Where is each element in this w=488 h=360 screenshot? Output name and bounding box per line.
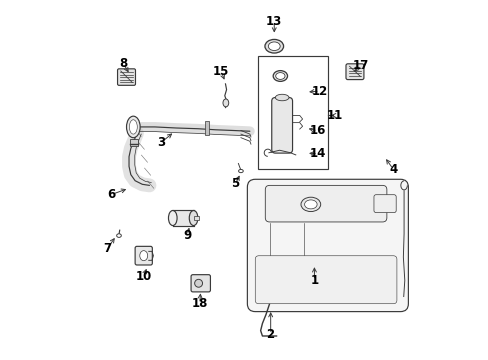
- Bar: [130, 139, 138, 146]
- Text: 6: 6: [107, 188, 116, 201]
- Ellipse shape: [194, 279, 202, 287]
- Text: 18: 18: [191, 297, 207, 310]
- Ellipse shape: [301, 197, 320, 212]
- FancyBboxPatch shape: [271, 98, 292, 153]
- Ellipse shape: [189, 211, 198, 226]
- Ellipse shape: [275, 94, 288, 101]
- FancyBboxPatch shape: [346, 64, 363, 80]
- Text: 16: 16: [309, 124, 325, 138]
- FancyBboxPatch shape: [117, 69, 135, 85]
- Text: 5: 5: [231, 177, 239, 190]
- Text: 4: 4: [388, 163, 397, 176]
- FancyBboxPatch shape: [255, 256, 396, 304]
- Ellipse shape: [304, 200, 317, 209]
- Text: 7: 7: [103, 242, 111, 255]
- Ellipse shape: [275, 73, 285, 80]
- Bar: [172, 211, 193, 226]
- Ellipse shape: [273, 71, 287, 81]
- Text: 13: 13: [265, 15, 282, 28]
- Ellipse shape: [140, 251, 147, 261]
- Text: 12: 12: [311, 85, 327, 98]
- Text: 17: 17: [351, 59, 367, 72]
- Text: 8: 8: [119, 57, 127, 70]
- FancyBboxPatch shape: [191, 275, 210, 292]
- Text: 10: 10: [135, 270, 151, 283]
- Ellipse shape: [223, 99, 228, 107]
- FancyBboxPatch shape: [247, 179, 407, 312]
- Ellipse shape: [168, 211, 177, 226]
- Bar: [204, 121, 209, 135]
- Text: 9: 9: [183, 229, 191, 242]
- Text: 14: 14: [309, 147, 325, 160]
- Text: 15: 15: [213, 65, 229, 78]
- Text: 2: 2: [266, 328, 274, 341]
- Text: 11: 11: [326, 109, 343, 122]
- FancyBboxPatch shape: [373, 195, 395, 213]
- Bar: [193, 216, 199, 220]
- Text: 1: 1: [310, 274, 318, 287]
- Text: 3: 3: [157, 136, 165, 149]
- Ellipse shape: [238, 170, 243, 173]
- Ellipse shape: [117, 234, 121, 237]
- Ellipse shape: [129, 120, 137, 134]
- FancyBboxPatch shape: [135, 246, 152, 265]
- FancyBboxPatch shape: [265, 185, 386, 222]
- Ellipse shape: [268, 42, 280, 50]
- Ellipse shape: [126, 116, 140, 138]
- Bar: [258, 56, 327, 169]
- Ellipse shape: [264, 40, 283, 53]
